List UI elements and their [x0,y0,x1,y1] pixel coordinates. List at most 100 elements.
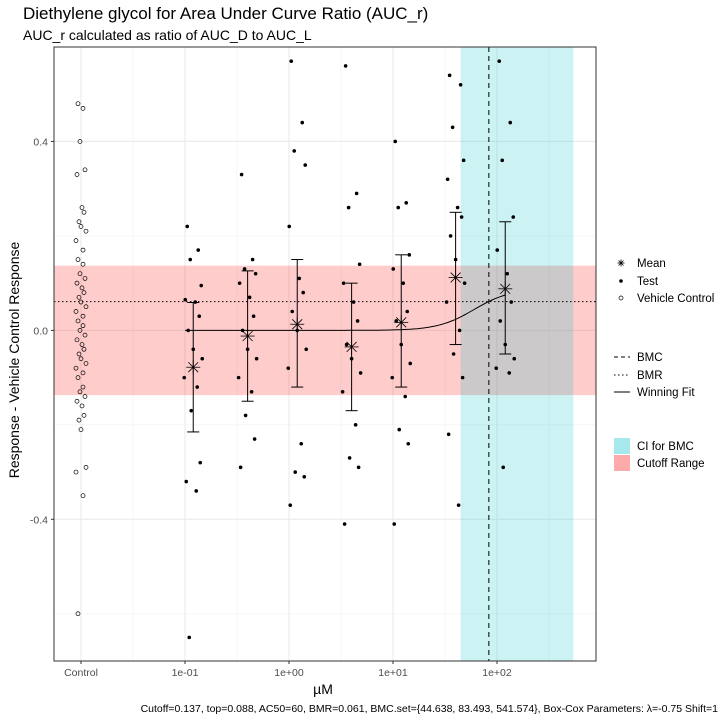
test-point [186,328,191,333]
vehicle-control-point [74,398,80,404]
test-point [341,281,346,285]
vehicle-control-point [77,139,83,144]
vehicle-control-point [80,313,86,319]
mean-marker [290,317,305,332]
vehicle-control-point [73,238,79,243]
mean-marker [344,339,359,354]
vehicle-control-point [73,309,79,314]
test-point [304,347,309,352]
vehicle-control-point [77,271,83,277]
test-point [185,224,190,229]
x-tick-label: 1e+00 [274,667,304,679]
chart-caption: Cutoff=0.137, top=0.088, AC50=60, BMR=0.… [141,703,719,715]
test-point [344,342,349,347]
vehicle-control-point [75,257,81,262]
test-point [408,361,413,366]
test-point [404,201,409,205]
test-point [508,120,513,125]
vehicle-control-point [79,285,85,291]
test-point [456,503,461,507]
test-point [351,300,356,304]
test-point [460,375,465,380]
legend-fill-key [614,455,630,471]
test-point [287,224,292,229]
test-point [251,314,256,319]
vehicle-control-point [80,384,86,390]
test-point [346,205,351,210]
legend: Mean Test Vehicle Control BMC BMR Winning Fit… [614,258,714,471]
test-point [184,479,189,484]
test-point [507,371,512,375]
y-tick-label: -0.4 [30,514,48,526]
test-point [455,205,460,210]
legend-label: BMR [637,370,663,382]
test-point [189,408,194,413]
test-point [446,432,451,437]
vehicle-control-point [78,299,84,305]
vehicle-control-point [81,413,87,418]
test-point [243,413,248,418]
vehicle-control-point [75,611,81,617]
test-point [200,356,205,361]
x-tick-label: 1e+02 [482,667,512,679]
test-point [495,248,500,252]
test-point [357,262,362,267]
test-point [353,423,358,427]
test-point [292,149,297,153]
vehicle-control-point [79,205,85,210]
test-point [405,309,410,314]
y-tick-label: 0.0 [33,325,48,337]
test-point [252,437,257,441]
vehicle-control-point [79,403,85,409]
vehicle-control-point [83,228,89,234]
test-point [343,64,348,68]
test-point [240,328,245,333]
test-point [393,139,398,144]
legend-label: Test [637,276,659,288]
test-point [286,366,291,370]
test-point [300,120,305,125]
vehicle-control-point [82,276,88,281]
test-point [254,356,259,361]
vehicle-control-point [77,389,83,395]
vehicle-control-point [80,493,86,499]
vehicle-control-point [80,370,86,376]
test-point [498,319,503,323]
panel-border [53,46,597,662]
chart-title: Diethylene glycol for Area Under Curve R… [23,4,428,23]
test-point [505,271,510,276]
vehicle-control-point [78,427,84,432]
test-point [509,300,514,304]
test-point [356,465,361,470]
test-point [494,366,499,370]
test-point [288,503,293,507]
test-point [497,59,502,63]
x-tick-label: Control [64,667,98,679]
test-point [290,309,295,314]
test-point [289,59,294,63]
test-point [451,352,456,356]
mean-marker [448,270,463,285]
vehicle-control-point [83,361,89,366]
test-point [182,375,187,380]
test-point [407,253,412,257]
test-point [501,465,506,470]
test-point [500,158,505,163]
vehicle-control-point [77,328,83,333]
legend-label: CI for BMC [637,441,694,453]
vehicle-control-point [82,167,88,173]
bmc-ci-band [460,47,574,661]
test-point [183,297,188,302]
test-point [444,300,449,304]
test-point [397,427,402,432]
test-point [301,290,306,295]
test-point [391,267,396,271]
test-point [340,389,345,394]
mean-marker [498,281,513,296]
test-point [293,470,298,474]
test-point [462,281,467,285]
mean-marker [240,329,255,344]
test-point [188,257,193,262]
test-point [461,158,466,163]
